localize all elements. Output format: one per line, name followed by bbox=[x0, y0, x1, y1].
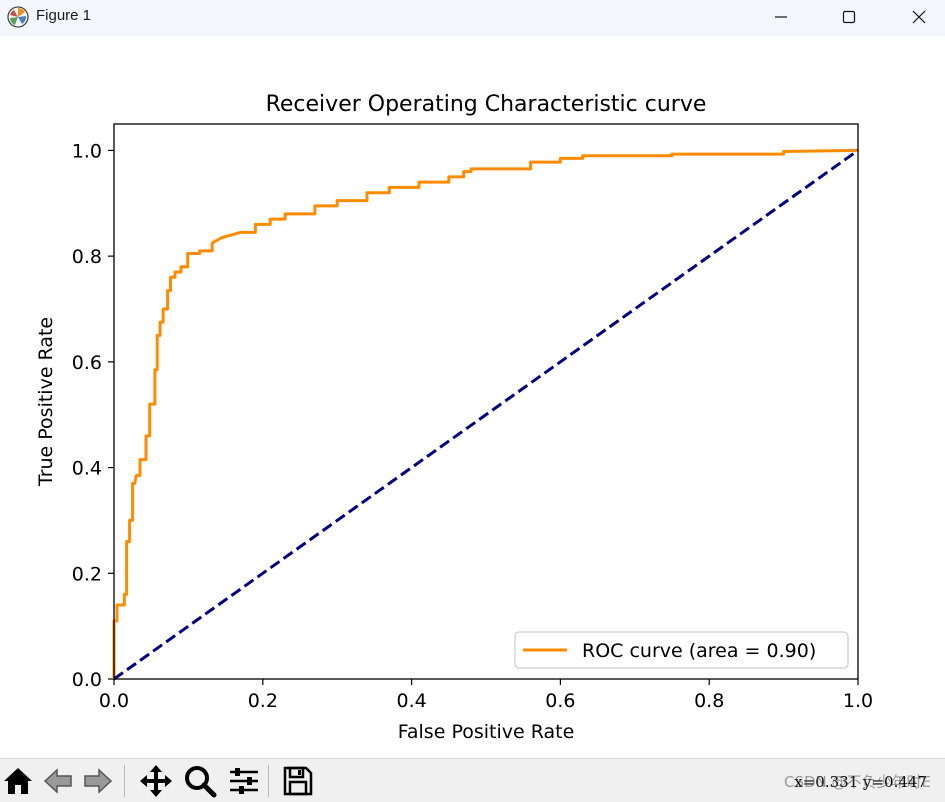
y-tick-label: 0.8 bbox=[72, 246, 102, 268]
toolbar-separator bbox=[268, 765, 269, 797]
home-icon bbox=[4, 768, 32, 794]
x-tick-label: 0.2 bbox=[248, 690, 278, 712]
y-tick-label: 1.0 bbox=[72, 140, 102, 162]
legend-box bbox=[514, 631, 849, 669]
legend: ROC curve (area = 0.90) bbox=[514, 631, 849, 669]
x-tick-label: 0.8 bbox=[694, 690, 724, 712]
forward-button[interactable] bbox=[80, 763, 116, 799]
maximize-button[interactable] bbox=[826, 0, 872, 34]
close-button[interactable] bbox=[896, 0, 942, 34]
x-tick-label: 0.6 bbox=[545, 690, 575, 712]
diagonal-reference-line bbox=[113, 149, 859, 681]
subplots-config-icon bbox=[230, 768, 258, 794]
cursor-coordinates: x=0.331 y=0.447 bbox=[794, 773, 927, 791]
legend-label: ROC curve (area = 0.90) bbox=[582, 640, 816, 662]
series-group bbox=[112, 148, 859, 681]
home-button[interactable] bbox=[0, 763, 36, 799]
y-axis-label: True Positive Rate bbox=[35, 317, 57, 487]
y-tick-label: 0.2 bbox=[72, 563, 102, 585]
matplotlib-icon bbox=[7, 6, 29, 28]
y-tick-label: 0.6 bbox=[72, 352, 102, 374]
x-tick-label: 0.0 bbox=[99, 690, 129, 712]
toolbar-separator bbox=[124, 765, 125, 797]
back-button[interactable] bbox=[40, 763, 76, 799]
y-tick-label: 0.0 bbox=[72, 669, 102, 691]
roc-curve-line bbox=[112, 148, 859, 679]
minimize-button[interactable] bbox=[758, 0, 804, 34]
roc-chart: Receiver Operating Characteristic curve … bbox=[35, 92, 873, 743]
minimize-icon bbox=[775, 16, 787, 18]
y-tick-label: 0.4 bbox=[72, 458, 102, 480]
axis-ticks: 0.0 0.2 0.4 0.6 0.8 1.0 0.0 0.2 0.4 0.6 0.8 1.0 bbox=[72, 140, 873, 712]
chart-title: Receiver Operating Characteristic curve bbox=[266, 92, 707, 117]
figure-canvas[interactable]: Receiver Operating Characteristic curve … bbox=[0, 36, 945, 758]
window-titlebar: Figure 1 bbox=[0, 0, 945, 37]
save-icon bbox=[283, 766, 313, 796]
watermark: CSDN @不负少年时E bbox=[783, 773, 931, 791]
maximize-icon bbox=[842, 10, 856, 24]
pan-button[interactable] bbox=[138, 763, 174, 799]
zoom-icon bbox=[185, 766, 217, 798]
navigation-toolbar: x=0.331 y=0.447 CSDN @不负少年时E bbox=[0, 758, 945, 802]
zoom-button[interactable] bbox=[182, 763, 218, 799]
axes-frame bbox=[113, 123, 859, 680]
x-axis-label: False Positive Rate bbox=[398, 721, 575, 743]
save-button[interactable] bbox=[280, 763, 316, 799]
x-tick-label: 0.4 bbox=[396, 690, 426, 712]
back-arrow-icon bbox=[43, 768, 72, 794]
window-title: Figure 1 bbox=[36, 7, 92, 24]
forward-arrow-icon bbox=[84, 768, 113, 794]
pan-icon bbox=[140, 765, 172, 797]
x-tick-label: 1.0 bbox=[843, 690, 873, 712]
subplots-config-button[interactable] bbox=[226, 763, 262, 799]
close-icon bbox=[912, 10, 926, 24]
